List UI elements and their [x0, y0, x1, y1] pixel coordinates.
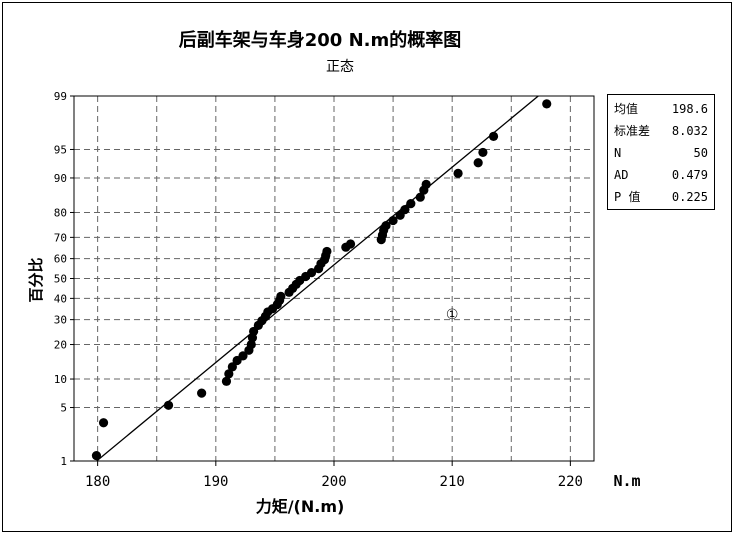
data-point [453, 168, 463, 178]
y-tick-label: 70 [54, 231, 67, 244]
y-tick-label: 40 [54, 292, 67, 305]
stat-p-value-number: 0.225 [671, 190, 708, 204]
stat-n: N 50 [614, 144, 708, 162]
y-tick-label: 30 [54, 314, 67, 327]
data-point [227, 362, 237, 372]
data-point [276, 291, 286, 301]
data-point [224, 369, 234, 379]
y-tick-label: 5 [60, 402, 67, 415]
chart-title: 后副车架与车身200 N.m的概率图 [179, 29, 462, 51]
y-axis-label: 百分比 [27, 257, 45, 302]
data-point [488, 131, 499, 141]
data-point [197, 388, 207, 398]
stat-n-label: N [614, 146, 622, 160]
data-point [246, 339, 256, 350]
y-tick-label: 60 [54, 253, 67, 266]
y-tick-label: 90 [54, 172, 67, 185]
y-tick-label: 1 [60, 455, 67, 468]
data-point [388, 215, 398, 226]
stat-mean-label: 均值 [614, 102, 639, 116]
chart-subtitle: 正态 [326, 59, 354, 75]
stat-mean: 均值 198.6 [614, 100, 708, 118]
data-point [91, 450, 102, 461]
x-tick-label: 200 [321, 474, 346, 490]
data-point [163, 400, 174, 410]
x-tick-label: 190 [203, 474, 228, 490]
stat-p-label: P 值 [614, 190, 641, 204]
data-point [473, 158, 483, 168]
data-point [421, 179, 431, 189]
data-points [91, 99, 552, 461]
stat-n-value: 50 [693, 146, 708, 160]
data-point [98, 418, 109, 428]
data-point [345, 239, 356, 249]
data-point [478, 147, 488, 158]
stat-p-value: P 值 0.225 [614, 188, 708, 206]
x-axis-unit-label: N.m [613, 472, 640, 490]
data-point [238, 351, 248, 361]
x-tick-label: 220 [558, 474, 583, 490]
statistics-panel: 均值 198.6 标准差 8.032 N 50 AD 0.479 P 值 0.2… [607, 94, 715, 210]
y-tick-label: 20 [54, 339, 67, 352]
stat-stdev-label: 标准差 [614, 124, 651, 138]
data-point [221, 376, 232, 386]
data-point [322, 246, 332, 257]
stat-ad: AD 0.479 [614, 166, 708, 184]
stat-ad-label: AD [614, 168, 629, 182]
grid-lines [74, 95, 594, 462]
y-tick-labels: 1 5 10 20 30 40 50 60 70 80 90 95 99 [54, 90, 74, 468]
data-point [415, 192, 425, 202]
data-point [406, 199, 416, 209]
y-tick-label: 80 [54, 206, 67, 219]
data-point [542, 99, 552, 109]
data-point [400, 205, 410, 215]
y-tick-label: 99 [54, 90, 67, 103]
x-axis-label: 力矩/(N.m) [256, 497, 345, 516]
x-tick-labels: 180 190 200 210 220 [85, 461, 583, 490]
stat-ad-value: 0.479 [671, 168, 708, 182]
x-tick-label: 180 [85, 474, 110, 490]
data-point [306, 267, 317, 278]
x-tick-label: 210 [440, 474, 465, 490]
stat-mean-value: 198.6 [671, 102, 708, 116]
y-tick-label: 50 [54, 273, 67, 286]
stat-stdev: 标准差 8.032 [614, 122, 708, 140]
circled-annotation-marker: ① [446, 307, 459, 323]
data-point [381, 220, 391, 231]
y-tick-label: 95 [54, 143, 67, 156]
y-tick-label: 10 [54, 373, 67, 386]
stat-stdev-value: 8.032 [671, 124, 708, 138]
fit-line-layer [96, 95, 539, 462]
fit-line [96, 95, 539, 462]
